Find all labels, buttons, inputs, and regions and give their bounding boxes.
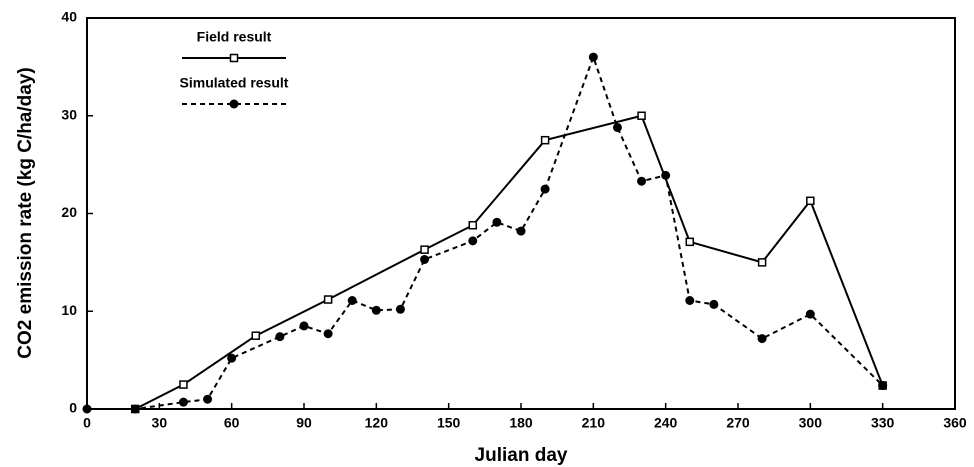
data-point [588, 52, 598, 62]
data-point [468, 236, 478, 246]
data-point [757, 258, 767, 267]
x-tick-label: 30 [152, 415, 168, 431]
x-tick-label: 330 [871, 415, 895, 431]
data-point [179, 380, 188, 389]
data-point [685, 237, 695, 247]
data-point [709, 299, 719, 309]
x-axis-title: Julian day [475, 445, 568, 466]
data-point [540, 135, 550, 145]
data-point [516, 226, 526, 236]
x-tick-label: 360 [943, 415, 967, 431]
data-point [685, 295, 695, 305]
data-point [806, 196, 815, 206]
data-point [347, 295, 357, 305]
data-point [757, 334, 767, 344]
y-axis-title: CO2 emission rate (kg C/ha/day) [15, 67, 36, 358]
x-tick-label: 150 [437, 415, 461, 431]
data-point [130, 404, 140, 414]
data-point [661, 170, 671, 180]
data-point [82, 404, 92, 414]
series-line [134, 114, 884, 410]
data-point [878, 381, 888, 391]
data-point [227, 353, 237, 363]
x-tick-label: 210 [582, 415, 606, 431]
data-point [275, 332, 285, 342]
data-point [420, 254, 430, 264]
y-tick-label: 0 [69, 400, 77, 416]
data-point [468, 220, 478, 230]
data-point [637, 111, 646, 120]
x-tick-label: 240 [654, 415, 678, 431]
x-tick-label: 0 [83, 415, 91, 431]
data-point [251, 331, 261, 340]
y-tick-label: 20 [61, 204, 77, 220]
data-point [323, 329, 333, 339]
data-point [395, 304, 405, 314]
data-point [203, 394, 213, 404]
x-tick-label: 180 [509, 415, 533, 431]
data-point [323, 295, 333, 304]
legend-label: Field result [197, 29, 272, 45]
data-point [420, 245, 429, 254]
data-point [178, 397, 188, 407]
data-point [637, 176, 647, 186]
x-tick-label: 270 [726, 415, 750, 431]
series-line [87, 54, 884, 410]
y-tick-label: 10 [61, 302, 77, 318]
x-tick-label: 300 [799, 415, 823, 431]
data-point [805, 309, 815, 319]
legend-marker [229, 99, 239, 109]
x-tick-label: 90 [296, 415, 312, 431]
legend-label: Simulated result [180, 75, 289, 91]
y-tick-label: 40 [61, 9, 77, 25]
data-point [371, 305, 381, 315]
legend-marker [229, 53, 239, 63]
x-tick-label: 120 [365, 415, 389, 431]
data-point [299, 321, 309, 331]
data-point [492, 217, 502, 227]
y-tick-label: 30 [61, 106, 77, 122]
x-tick-label: 60 [224, 415, 240, 431]
data-point [612, 122, 622, 132]
data-point [540, 184, 550, 194]
